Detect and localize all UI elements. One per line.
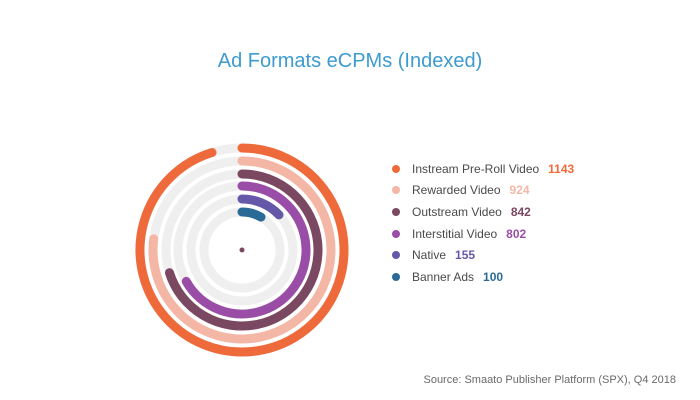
chart-legend: Instream Pre-Roll Video 1143 Rewarded Vide… — [392, 158, 574, 288]
radial-bar — [181, 181, 311, 319]
legend-label: Native — [412, 248, 447, 263]
radial-bar — [148, 156, 336, 344]
legend-item: Banner Ads 100 — [392, 266, 574, 288]
legend-value: 924 — [509, 183, 530, 198]
legend-swatch — [392, 229, 400, 238]
legend-item: Outstream Video 842 — [392, 201, 574, 223]
legend-swatch — [392, 251, 400, 260]
legend-item: Native 155 — [392, 244, 574, 266]
legend-label: Rewarded Video — [412, 183, 501, 198]
radial-bar — [237, 207, 266, 222]
legend-label: Outstream Video — [412, 204, 502, 219]
legend-label: Instream Pre-Roll Video — [412, 161, 540, 176]
legend-item: Rewarded Video 924 — [392, 180, 574, 202]
legend-swatch — [392, 186, 400, 195]
legend-item: Interstitial Video 802 — [392, 223, 574, 245]
legend-value: 100 — [483, 269, 504, 284]
legend-item: Instream Pre-Roll Video 1143 — [392, 158, 574, 180]
legend-value: 1143 — [548, 161, 575, 176]
source-note: Source: Smaato Publisher Platform (SPX),… — [423, 374, 676, 386]
legend-swatch — [392, 207, 400, 216]
radial-bar — [135, 143, 349, 357]
legend-value: 842 — [510, 204, 531, 219]
chart-title: Ad Formats eCPMs (Indexed) — [217, 50, 483, 72]
legend-swatch — [392, 164, 400, 173]
legend-value: 802 — [506, 226, 527, 241]
legend-label: Banner Ads — [412, 269, 475, 284]
center-dot — [239, 247, 245, 253]
radial-bar — [237, 194, 284, 220]
legend-swatch — [392, 272, 400, 281]
radial-bar — [164, 169, 323, 331]
legend-label: Interstitial Video — [412, 226, 498, 241]
legend-value: 155 — [455, 248, 476, 263]
